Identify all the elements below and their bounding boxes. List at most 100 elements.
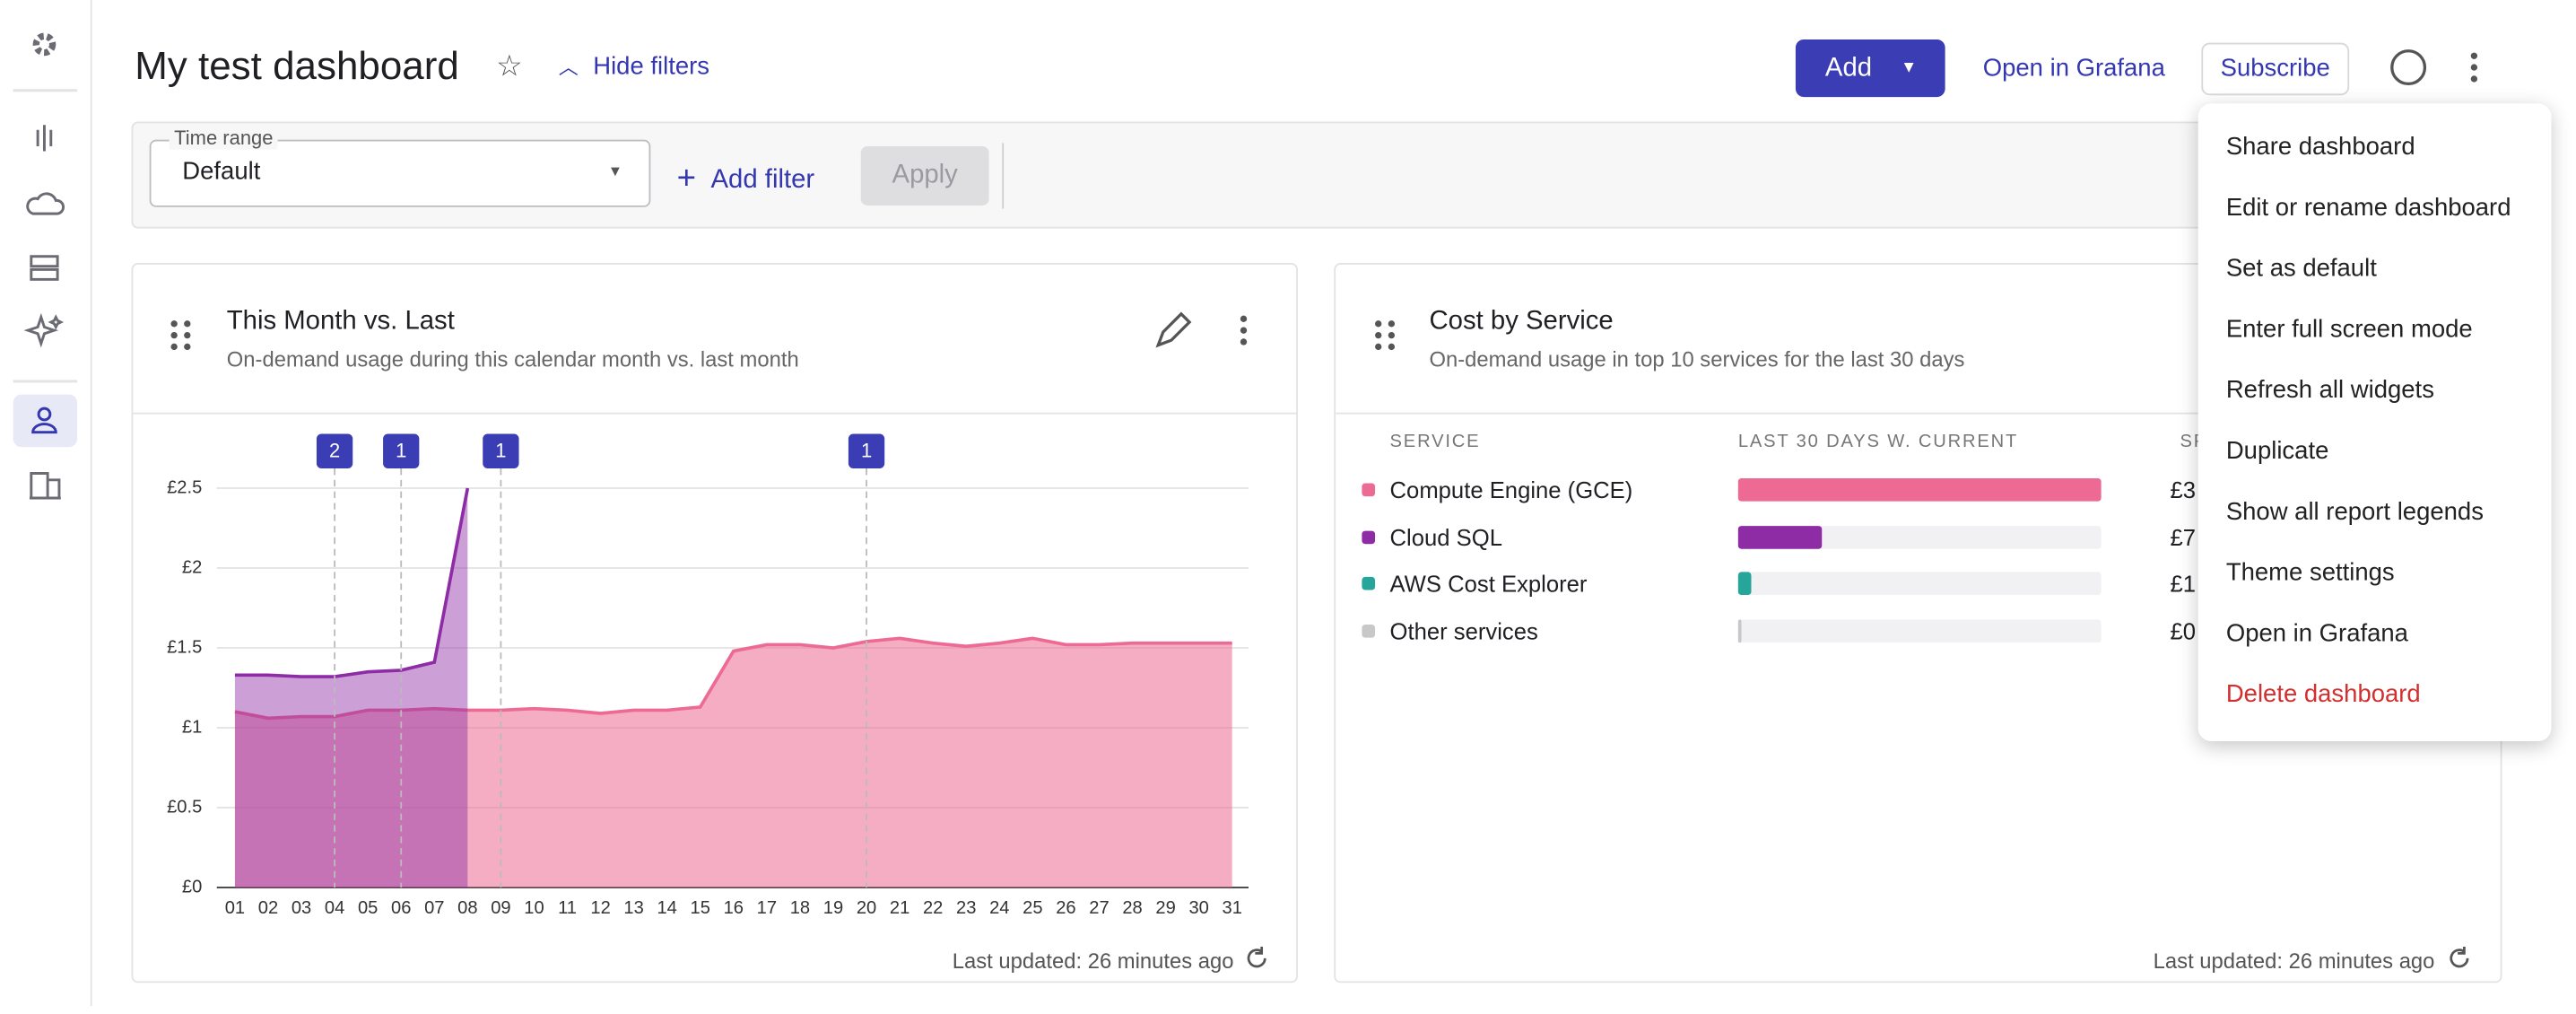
menu-item[interactable]: Theme settings [2225,558,2395,587]
x-tick-label: 08 [457,898,477,918]
service-name: Compute Engine (GCE) [1389,476,1633,503]
column-header: SERVICE [1389,432,1481,452]
annotation-marker [483,433,519,469]
annotation-text: 1 [861,439,872,461]
panel-menu-icon[interactable] [1240,315,1248,345]
caret: ▼ [1901,58,1918,78]
bar [1737,618,1742,642]
x-tick-label: 03 [292,898,311,918]
open-grafana[interactable]: Open in Grafana [1982,54,2165,83]
dashboard-title: My test dashboard [135,44,459,89]
cloud-icon[interactable] [26,192,65,215]
filter-bar: Default ▼ Time range + Add filter Apply [131,121,2508,229]
service-name: AWS Cost Explorer [1389,570,1588,597]
service-name: Other services [1389,616,1538,644]
panel-subtitle: On-demand usage during this calendar mon… [226,346,799,372]
refresh-icon[interactable] [1247,947,1266,968]
kebab-icon[interactable] [2470,52,2478,83]
org-icon[interactable] [29,472,61,500]
area [234,487,468,888]
service-name: Cloud SQL [1389,523,1502,550]
x-tick-label: 07 [424,898,444,918]
x-tick-label: 18 [790,898,810,918]
x-tick-label: 15 [691,898,710,918]
subscribe-button[interactable]: Subscribe [2201,42,2350,96]
x-tick-label: 13 [623,898,643,918]
add-label: Add [1824,54,1873,83]
add-button[interactable]: Add ▼ [1795,39,1945,98]
x-tick-label: 23 [956,898,976,918]
y-tick-label: £1 [182,717,202,737]
refresh-icon[interactable] [2450,947,2469,968]
bar [1737,477,2102,502]
y-tick-label: £1.5 [167,637,202,657]
server-icon[interactable] [30,255,59,268]
x-tick-label: 25 [1023,898,1042,918]
server-icon [30,267,59,281]
last-updated: Last updated: 26 minutes ago [952,948,1234,974]
y-tick-label: £2 [182,557,202,577]
menu-item[interactable]: Show all report legends [2225,497,2484,527]
ai-icon[interactable] [23,312,65,348]
drag-handle[interactable] [170,320,191,351]
divider [1336,412,2501,415]
drag-handle[interactable] [1375,320,1396,351]
time-range-select[interactable]: Default ▼ [149,139,651,207]
annotation-marker [383,433,420,469]
menu-item[interactable]: Duplicate [2225,437,2329,466]
x-tick-label: 06 [391,898,411,918]
star-icon[interactable]: ☆ [496,48,523,83]
amount: £0 [2170,616,2197,644]
annotation-text: 2 [329,439,340,461]
panel-subtitle: On-demand usage in top 10 services for t… [1429,346,1965,372]
edit-icon[interactable] [1155,311,1192,348]
user-icon [37,406,52,422]
sidebar [0,0,92,1006]
x-tick-label: 29 [1155,898,1175,918]
x-tick-label: 20 [857,898,876,918]
hide-filters-label: Hide filters [593,52,710,81]
x-tick-label: 21 [890,898,909,918]
x-tick-label: 02 [258,898,278,918]
divider [133,412,1297,415]
x-tick-label: 24 [989,898,1009,918]
add-filter-label: Add filter [710,165,815,195]
menu-item[interactable]: Share dashboard [2225,133,2415,162]
bar-track [1737,572,2102,596]
last-updated: Last updated: 26 minutes ago [2153,948,2435,974]
settings-icon[interactable] [32,32,57,57]
add-filter[interactable]: + Add filter [676,161,815,197]
x-tick-label: 17 [757,898,777,918]
x-tick-label: 28 [1122,898,1142,918]
menu-item[interactable]: Enter full screen mode [2225,315,2473,344]
amount: £1 [2170,570,2197,597]
legend-swatch [1362,483,1376,497]
x-tick-label: 04 [325,898,344,918]
x-tick-label: 31 [1223,898,1242,918]
menu-item[interactable]: Delete dashboard [2225,680,2421,709]
amount: £3 [2170,476,2197,503]
area [234,638,1232,888]
menu-item[interactable]: Refresh all widgets [2225,376,2434,405]
column-header: LAST 30 DAYS W. CURRENT [1737,432,2019,452]
x-tick-label: 09 [491,898,510,918]
legend-swatch [1362,624,1376,637]
apply-button[interactable]: Apply [860,146,989,205]
theme-icon[interactable] [2390,49,2427,86]
bar [1737,525,1822,548]
x-tick-label: 11 [558,898,577,918]
hide-filters[interactable]: ︿ Hide filters [558,52,710,81]
bar [1737,572,1752,596]
menu-item[interactable]: Edit or rename dashboard [2225,194,2511,223]
x-tick-label: 30 [1188,898,1208,918]
x-tick-label: 27 [1089,898,1109,918]
menu-item[interactable]: Open in Grafana [2225,619,2408,648]
divider [1002,143,1005,209]
menu-item[interactable]: Set as default [2225,254,2377,284]
legend-swatch [1362,529,1376,544]
panel-title: Cost by Service [1429,307,1614,336]
y-tick-label: £0.5 [167,797,202,817]
usage-icon[interactable] [31,125,57,152]
